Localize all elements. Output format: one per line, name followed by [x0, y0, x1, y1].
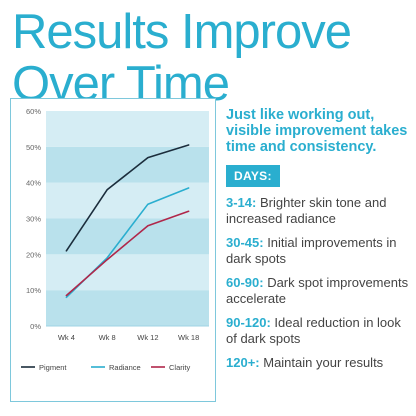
y-tick-label: 0% — [30, 322, 41, 331]
plot-band — [46, 290, 209, 326]
x-tick-label: Wk 8 — [99, 333, 116, 342]
page-title: Results Improve Over Time — [12, 5, 352, 110]
y-tick-label: 20% — [26, 250, 41, 259]
plot-band — [46, 111, 209, 147]
days-range: 3-14: — [226, 195, 257, 210]
x-tick-label: Wk 18 — [178, 333, 199, 342]
plot-band — [46, 254, 209, 291]
y-tick-label: 40% — [26, 179, 41, 188]
x-tick-label: Wk 12 — [137, 333, 158, 342]
y-tick-label: 60% — [26, 107, 41, 116]
title-line-1: Results Improve — [12, 5, 352, 59]
legend-label-radiance: Radiance — [109, 363, 141, 372]
days-item: 60-90: Dark spot improvements accelerate — [226, 275, 412, 307]
plot-band — [46, 182, 209, 219]
y-tick-label: 50% — [26, 143, 41, 152]
y-tick-label: 10% — [26, 286, 41, 295]
days-range: 60-90: — [226, 275, 264, 290]
y-tick-label: 30% — [26, 215, 41, 224]
legend-label-clarity: Clarity — [169, 363, 191, 372]
days-text: Dark spot improvements accelerate — [226, 275, 409, 306]
series-line-pigment — [65, 144, 190, 252]
days-item: 120+: Maintain your results — [226, 355, 412, 371]
chart-panel: 0% 10% 20% 30% 40% 50% 60% Wk 4 Wk 8 Wk 12 Wk 18 Pi… — [10, 98, 216, 402]
days-range: 90-120: — [226, 315, 271, 330]
days-list: 3-14: Brighter skin tone and increased r… — [226, 195, 412, 371]
days-text: Maintain your results — [259, 355, 384, 370]
legend-label-pigment: Pigment — [39, 363, 67, 372]
series-line-clarity — [65, 210, 190, 297]
x-tick-label: Wk 4 — [58, 333, 75, 342]
days-range: 30-45: — [226, 235, 264, 250]
days-range: 120+: — [226, 355, 260, 370]
info-panel: Just like working out, visible improveme… — [226, 107, 412, 379]
days-text: Initial improvements in dark spots — [226, 235, 397, 266]
days-label: DAYS: — [226, 165, 280, 187]
days-item: 90-120: Ideal reduction in look of dark … — [226, 315, 412, 347]
days-text: Brighter skin tone and increased radianc… — [226, 195, 387, 226]
days-item: 3-14: Brighter skin tone and increased r… — [226, 195, 412, 227]
plot-band — [46, 218, 209, 255]
line-chart: 0% 10% 20% 30% 40% 50% 60% Wk 4 Wk 8 Wk 12 Wk 18 Pi… — [21, 107, 209, 372]
intro-text: Just like working out, visible improveme… — [226, 107, 408, 155]
plot-band — [46, 146, 209, 183]
days-item: 30-45: Initial improvements in dark spot… — [226, 235, 412, 267]
days-text: Ideal reduction in look of dark spots — [226, 315, 401, 346]
